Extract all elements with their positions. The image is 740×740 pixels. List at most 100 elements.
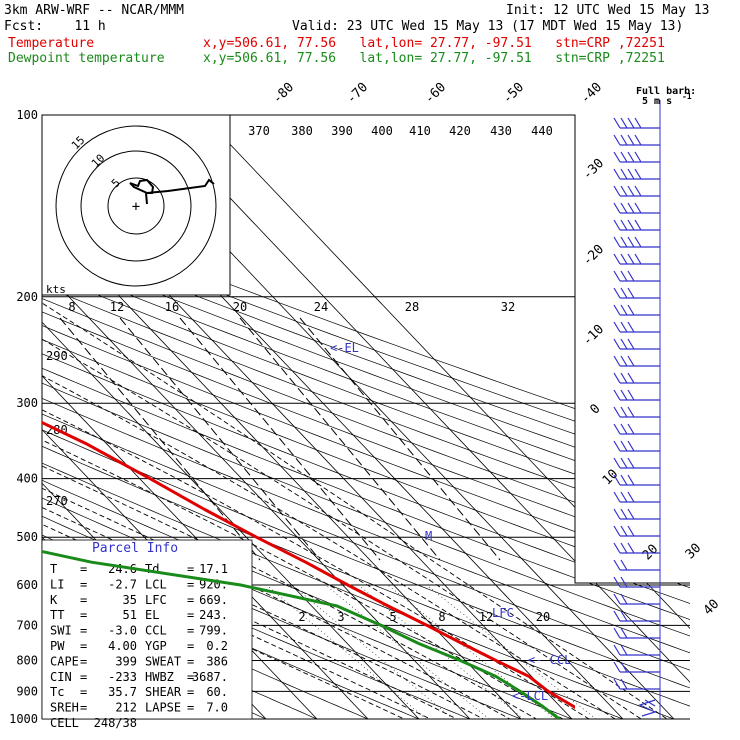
isotherm-label: -30 — [580, 156, 607, 183]
wind-barb — [613, 406, 660, 418]
parcel-value: 35 — [123, 593, 137, 607]
dry-adiabat — [42, 115, 690, 719]
pressure-label: 900 — [16, 684, 38, 698]
parcel-value: 399 — [115, 654, 137, 668]
wind-barb — [613, 440, 660, 452]
wind-barb — [613, 236, 660, 248]
theta-label: 390 — [331, 124, 353, 138]
parcel-value: 60. — [206, 685, 228, 699]
parcel-label: LAPSE — [145, 701, 181, 715]
parcel-label: LI — [50, 577, 64, 591]
parcel-value: 35.7 — [108, 685, 137, 699]
mixing-ratio-label: 20 — [536, 610, 550, 624]
wind-barb — [613, 321, 660, 333]
theta-label: 400 — [371, 124, 393, 138]
lfc-marker: LFC — [492, 606, 514, 620]
isotherm — [42, 115, 471, 719]
isotherm-label: -70 — [344, 80, 371, 107]
parcel-sep: = — [80, 562, 87, 576]
temperature-trace — [42, 420, 575, 709]
parcel-label: T — [50, 562, 57, 576]
wind-barb — [613, 559, 660, 571]
wind-barb — [613, 151, 660, 163]
parcel-sep: = — [80, 670, 87, 684]
mixing-ratio-label: 12 — [479, 610, 493, 624]
dry-adiabat — [42, 115, 690, 719]
isotherm — [42, 115, 369, 719]
parcel-value: 3687. — [192, 670, 228, 684]
ehi-scale-label: 24 — [314, 300, 328, 314]
wind-barb-surface — [638, 699, 657, 717]
parcel-value: -2.7 — [108, 577, 137, 591]
parcel-label: SWI — [50, 624, 72, 638]
parcel-value: 0.2 — [206, 639, 228, 653]
model-title: 3km ARW-WRF -- NCAR/MMM — [4, 3, 185, 18]
hodograph-trace — [129, 178, 215, 205]
hodograph-ring — [107, 177, 165, 235]
hodograph-center-mark: + — [132, 199, 140, 215]
parcel-value: -3.0 — [108, 624, 137, 638]
lcl-marker: <-LCL — [512, 689, 548, 703]
parcel-sep: = — [187, 608, 194, 622]
parcel-sep: = — [80, 608, 87, 622]
barb-key-label: Full barb: — [636, 86, 696, 97]
wind-barb — [613, 253, 660, 265]
parcel-value: 799. — [199, 624, 228, 638]
parcel-label: LCL — [145, 577, 167, 591]
isotherm — [150, 115, 690, 719]
isotherm-label: -60 — [422, 80, 449, 107]
parcel-label: Tc — [50, 685, 64, 699]
wind-barbs — [613, 100, 661, 719]
dry-adiabat — [42, 115, 399, 719]
level-annotations: <-EL M LFC <- CCL <-LCL — [330, 341, 571, 703]
isotherm — [42, 115, 420, 719]
theta-label: 380 — [291, 124, 313, 138]
wind-barb — [613, 117, 660, 129]
moist-adiabat — [42, 407, 457, 719]
dewpoint-legend-info: x,y=506.61, 77.56 lat,lon= 27.77, -97.51… — [203, 51, 665, 66]
parcel-sep: = — [187, 670, 194, 684]
ehi-scale-label: 8 — [68, 300, 75, 314]
isotherm-label: 40 — [701, 597, 723, 619]
wind-barb — [613, 644, 660, 656]
dry-adiabat — [42, 115, 690, 719]
wind-barb — [613, 372, 660, 384]
mixing-ratio-line — [266, 584, 427, 719]
init-time: Init: 12 UTC Wed 15 May 13 — [506, 3, 710, 18]
wind-barb — [613, 491, 660, 503]
wind-barb — [613, 627, 660, 639]
hodograph-box — [41, 114, 231, 296]
parcel-sep: = — [187, 577, 194, 591]
parcel-sep: = — [187, 562, 194, 576]
moist-adiabat — [42, 296, 585, 719]
parcel-label: LFC — [145, 593, 167, 607]
temperature-legend-label: Temperature — [8, 36, 95, 51]
theta-label: 440 — [531, 124, 553, 138]
parcel-value: 212 — [115, 701, 137, 715]
parcel-label: CCL — [145, 624, 167, 638]
parcel-label: Td — [145, 562, 159, 576]
parcel-sep: = — [187, 624, 194, 638]
dry-adiabat — [42, 115, 690, 719]
parcel-sep: = — [80, 593, 87, 607]
parcel-label: CIN — [50, 670, 72, 684]
dry-adiabat — [42, 115, 690, 719]
hodograph-ring — [55, 125, 217, 287]
pressure-label: 800 — [16, 654, 38, 668]
ccl-marker: <- CCL — [528, 653, 571, 667]
parcel-label: YGP — [145, 639, 167, 653]
ehi-scale-label: 16 — [165, 300, 179, 314]
wind-barb — [613, 457, 660, 469]
ehi-scale-label: 28 — [405, 300, 419, 314]
isotherm-label: -80 — [270, 80, 297, 107]
frame-outline — [42, 114, 690, 584]
parcel-label: CELL — [50, 716, 79, 730]
parcel-sep: = — [187, 654, 194, 668]
dry-adiabat — [42, 115, 690, 719]
mixing-ratio-label: 3 — [337, 610, 344, 624]
wind-barb — [613, 423, 660, 435]
isotherm-label: -10 — [580, 322, 607, 349]
dry-adiabat — [42, 115, 690, 719]
